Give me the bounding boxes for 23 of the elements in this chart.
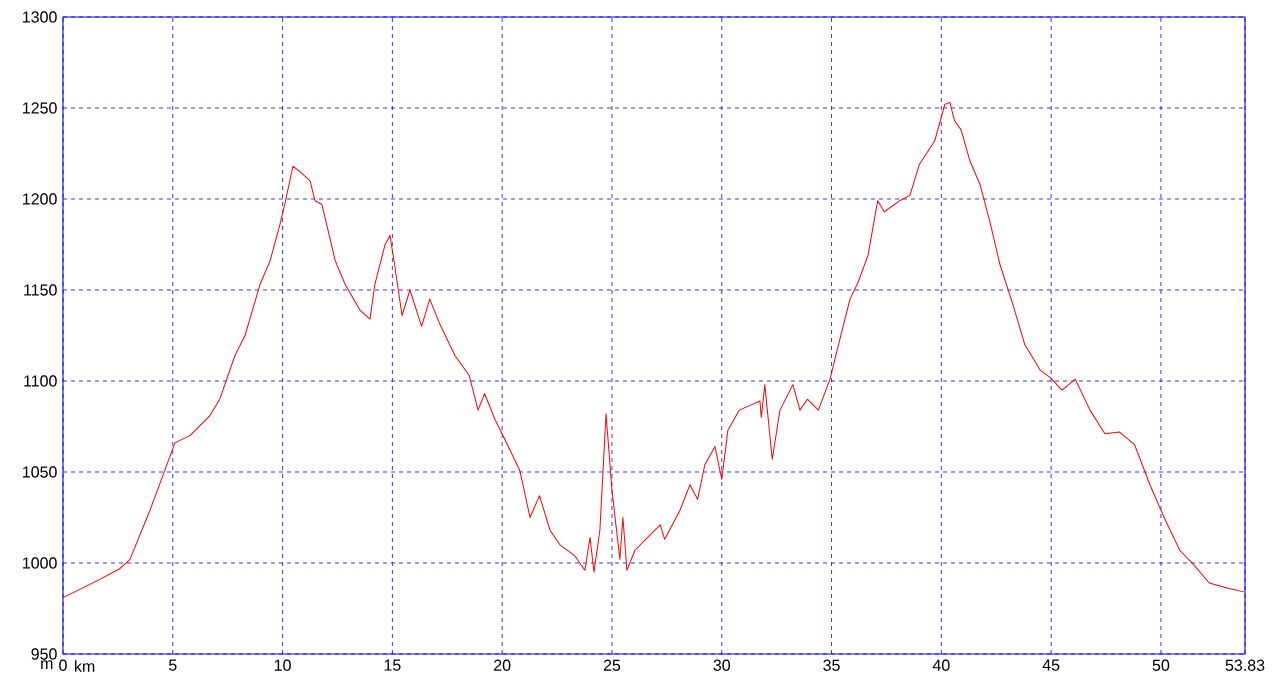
y-axis-title: m	[41, 660, 53, 669]
line-series	[62, 102, 1246, 599]
x-tick-label: 15	[384, 659, 401, 671]
y-tick-label: 950	[31, 648, 57, 660]
y-tick-label: 1300	[23, 11, 57, 23]
x-tick-label: 20	[494, 659, 511, 671]
x-tick-label: 5	[168, 659, 177, 671]
y-tick-label: 1050	[23, 466, 57, 478]
y-tick-label: 1100	[24, 375, 57, 387]
x-tick-label: 40	[932, 659, 950, 671]
x-tick-label: 35	[823, 659, 840, 671]
x-tick-label: 25	[603, 659, 621, 671]
x-tick-label: 0	[59, 659, 67, 671]
x-tick-label: 45	[1042, 659, 1060, 671]
y-tick-label: 1000	[23, 557, 57, 569]
y-tick-label: 1200	[23, 193, 57, 205]
x-axis-title: km	[75, 660, 95, 672]
x-tick-label: 50	[1152, 659, 1170, 671]
x-tick-label: 30	[713, 659, 731, 671]
y-tick-label: 1250	[23, 102, 57, 114]
x-tick-label: 10	[274, 659, 291, 671]
y-tick-label: 1150	[24, 284, 57, 296]
x-tick-label: 53.83	[1225, 659, 1265, 671]
